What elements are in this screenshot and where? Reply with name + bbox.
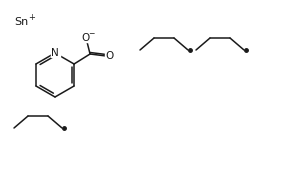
Text: O: O [81,33,89,43]
Bar [105,52,113,60]
Bar [81,34,91,42]
Text: O: O [105,51,113,61]
Text: N: N [51,48,59,58]
Text: −: − [88,30,94,39]
Text: +: + [28,14,35,22]
Text: Sn: Sn [14,17,28,27]
Bar [50,49,60,57]
